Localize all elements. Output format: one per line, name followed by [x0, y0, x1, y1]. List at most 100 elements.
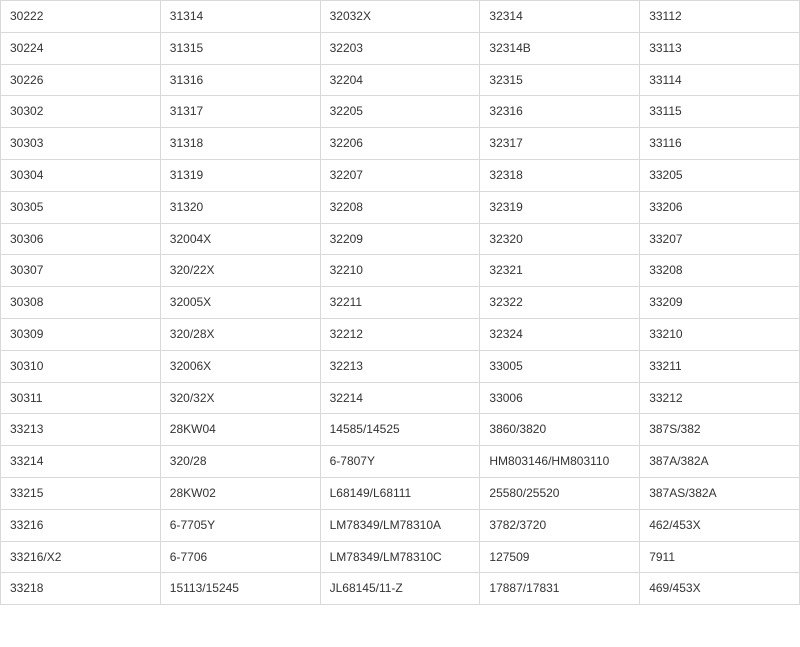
table-cell: 32314	[480, 1, 640, 33]
table-cell: 387AS/382A	[640, 477, 800, 509]
table-cell: 31314	[160, 1, 320, 33]
table-cell: 32315	[480, 64, 640, 96]
table-cell: 33216	[1, 509, 161, 541]
table-row: 3030832005X322113232233209	[1, 287, 800, 319]
table-cell: 387A/382A	[640, 446, 800, 478]
table-cell: 32214	[320, 382, 480, 414]
table-cell: 32322	[480, 287, 640, 319]
table-cell: 32209	[320, 223, 480, 255]
table-row: 3030431319322073231833205	[1, 159, 800, 191]
table-cell: 31320	[160, 191, 320, 223]
parts-table-container: 302223131432032X323143311230224313153220…	[0, 0, 800, 605]
table-cell: 32006X	[160, 350, 320, 382]
table-cell: 30222	[1, 1, 161, 33]
table-cell: 32032X	[320, 1, 480, 33]
table-cell: 28KW04	[160, 414, 320, 446]
table-cell: 30308	[1, 287, 161, 319]
table-cell: 15113/15245	[160, 573, 320, 605]
table-cell: 33216/X2	[1, 541, 161, 573]
table-cell: 32320	[480, 223, 640, 255]
table-cell: 17887/17831	[480, 573, 640, 605]
table-cell: 32212	[320, 318, 480, 350]
table-cell: 32210	[320, 255, 480, 287]
table-cell: 30226	[1, 64, 161, 96]
table-cell: HM803146/HM803110	[480, 446, 640, 478]
table-cell: JL68145/11-Z	[320, 573, 480, 605]
table-cell: L68149/L68111	[320, 477, 480, 509]
table-cell: 30309	[1, 318, 161, 350]
table-cell: 32005X	[160, 287, 320, 319]
table-cell: 32321	[480, 255, 640, 287]
table-cell: 32211	[320, 287, 480, 319]
table-cell: 14585/14525	[320, 414, 480, 446]
table-cell: 33212	[640, 382, 800, 414]
table-cell: 32203	[320, 32, 480, 64]
table-cell: 387S/382	[640, 414, 800, 446]
table-cell: 33005	[480, 350, 640, 382]
table-cell: 31318	[160, 128, 320, 160]
table-cell: 30303	[1, 128, 161, 160]
table-cell: 30307	[1, 255, 161, 287]
table-cell: 6-7705Y	[160, 509, 320, 541]
table-cell: 32318	[480, 159, 640, 191]
table-cell: LM78349/LM78310C	[320, 541, 480, 573]
table-cell: 320/28	[160, 446, 320, 478]
table-cell: 32213	[320, 350, 480, 382]
table-row: 3321528KW02L68149/L6811125580/25520387AS…	[1, 477, 800, 509]
table-cell: 33206	[640, 191, 800, 223]
table-row: 3321328KW0414585/145253860/3820387S/382	[1, 414, 800, 446]
table-cell: 33210	[640, 318, 800, 350]
parts-table: 302223131432032X323143311230224313153220…	[0, 0, 800, 605]
table-cell: 25580/25520	[480, 477, 640, 509]
table-row: 3030632004X322093232033207	[1, 223, 800, 255]
table-cell: 31317	[160, 96, 320, 128]
table-cell: 31316	[160, 64, 320, 96]
table-row: 30224313153220332314B33113	[1, 32, 800, 64]
table-cell: LM78349/LM78310A	[320, 509, 480, 541]
table-cell: 30304	[1, 159, 161, 191]
table-cell: 32314B	[480, 32, 640, 64]
table-cell: 32324	[480, 318, 640, 350]
table-cell: 30306	[1, 223, 161, 255]
table-cell: 320/28X	[160, 318, 320, 350]
table-cell: 28KW02	[160, 477, 320, 509]
table-cell: 32205	[320, 96, 480, 128]
table-row: 3031032006X322133300533211	[1, 350, 800, 382]
table-cell: 31319	[160, 159, 320, 191]
table-cell: 33112	[640, 1, 800, 33]
table-cell: 32208	[320, 191, 480, 223]
table-row: 30311320/32X322143300633212	[1, 382, 800, 414]
table-cell: 30224	[1, 32, 161, 64]
table-cell: 6-7706	[160, 541, 320, 573]
table-row: 3030231317322053231633115	[1, 96, 800, 128]
table-cell: 30305	[1, 191, 161, 223]
parts-table-body: 302223131432032X323143311230224313153220…	[1, 1, 800, 605]
table-cell: 469/453X	[640, 573, 800, 605]
table-row: 33216/X26-7706LM78349/LM78310C1275097911	[1, 541, 800, 573]
table-cell: 33218	[1, 573, 161, 605]
table-cell: 33215	[1, 477, 161, 509]
table-cell: 32004X	[160, 223, 320, 255]
table-cell: 33116	[640, 128, 800, 160]
table-cell: 7911	[640, 541, 800, 573]
table-cell: 6-7807Y	[320, 446, 480, 478]
table-cell: 32319	[480, 191, 640, 223]
table-cell: 33207	[640, 223, 800, 255]
table-cell: 33113	[640, 32, 800, 64]
table-cell: 32206	[320, 128, 480, 160]
table-row: 3030531320322083231933206	[1, 191, 800, 223]
table-cell: 320/22X	[160, 255, 320, 287]
table-cell: 127509	[480, 541, 640, 573]
table-cell: 33205	[640, 159, 800, 191]
table-cell: 31315	[160, 32, 320, 64]
table-cell: 462/453X	[640, 509, 800, 541]
table-row: 30309320/28X322123232433210	[1, 318, 800, 350]
table-cell: 320/32X	[160, 382, 320, 414]
table-cell: 32317	[480, 128, 640, 160]
table-cell: 3782/3720	[480, 509, 640, 541]
table-cell: 33214	[1, 446, 161, 478]
table-row: 3030331318322063231733116	[1, 128, 800, 160]
table-cell: 30311	[1, 382, 161, 414]
table-cell: 32207	[320, 159, 480, 191]
table-row: 332166-7705YLM78349/LM78310A3782/3720462…	[1, 509, 800, 541]
